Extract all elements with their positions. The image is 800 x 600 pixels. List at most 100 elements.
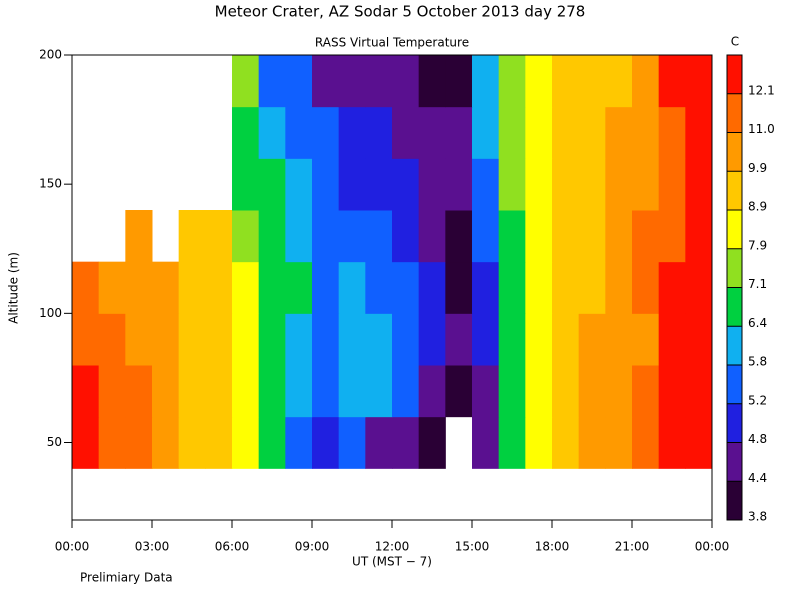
cell — [312, 313, 340, 366]
cell — [258, 261, 286, 314]
cell — [605, 416, 633, 469]
cell — [258, 416, 286, 469]
cell — [178, 365, 206, 418]
cell — [285, 416, 313, 469]
cell — [552, 416, 580, 469]
cell — [365, 55, 393, 108]
cell — [578, 313, 606, 366]
cell — [312, 210, 340, 263]
cell — [658, 210, 686, 263]
colorbar-label: C — [731, 35, 739, 49]
cell — [605, 365, 633, 418]
cell — [472, 210, 500, 263]
cell — [338, 210, 366, 263]
cell — [658, 365, 686, 418]
cell — [338, 416, 366, 469]
cell — [285, 313, 313, 366]
cell — [525, 106, 553, 159]
plot-cells — [72, 55, 713, 469]
y-tick-label: 150 — [39, 177, 62, 191]
note: Prelimiary Data — [80, 571, 173, 585]
cell — [498, 106, 526, 159]
cell — [392, 55, 420, 108]
cell — [72, 416, 100, 469]
colorbar-tick-label: 7.9 — [748, 238, 767, 252]
cell — [605, 261, 633, 314]
cell — [525, 210, 553, 263]
colorbar-band — [727, 403, 742, 443]
cell — [98, 313, 126, 366]
cell — [552, 106, 580, 159]
cell — [525, 158, 553, 211]
cell — [578, 106, 606, 159]
cell — [605, 106, 633, 159]
colorbar-tick-label: 3.8 — [748, 510, 767, 524]
cell — [685, 365, 713, 418]
cell — [285, 106, 313, 159]
colorbar-band — [727, 132, 742, 172]
cell — [418, 313, 446, 366]
cell — [525, 261, 553, 314]
cell — [312, 261, 340, 314]
cell — [232, 313, 260, 366]
cell — [312, 158, 340, 211]
cell — [605, 158, 633, 211]
cell — [658, 158, 686, 211]
cell — [498, 210, 526, 263]
cell — [418, 210, 446, 263]
cell — [232, 55, 260, 108]
x-tick-label: 15:00 — [455, 540, 490, 554]
cell — [525, 416, 553, 469]
cell — [578, 55, 606, 108]
cell — [445, 55, 473, 108]
cell — [232, 416, 260, 469]
cell — [232, 210, 260, 263]
cell — [632, 313, 660, 366]
cell — [365, 106, 393, 159]
cell — [232, 261, 260, 314]
colorbar-band — [727, 481, 742, 520]
cell — [632, 365, 660, 418]
cell — [605, 210, 633, 263]
cell — [418, 261, 446, 314]
cell — [685, 106, 713, 159]
cell — [658, 261, 686, 314]
cell — [445, 106, 473, 159]
cell — [98, 416, 126, 469]
colorbar-tick-label: 11.0 — [748, 122, 775, 136]
cell — [338, 261, 366, 314]
cell — [418, 158, 446, 211]
cell — [285, 261, 313, 314]
x-tick-label: 09:00 — [295, 540, 330, 554]
cell — [125, 416, 153, 469]
cell — [312, 106, 340, 159]
cell — [285, 210, 313, 263]
cell — [605, 313, 633, 366]
cell — [258, 313, 286, 366]
cell — [312, 416, 340, 469]
cell — [285, 55, 313, 108]
cell — [605, 55, 633, 108]
cell — [472, 106, 500, 159]
cell — [365, 365, 393, 418]
cell — [552, 313, 580, 366]
cell — [338, 365, 366, 418]
cell — [232, 106, 260, 159]
cell — [178, 210, 206, 263]
cell — [498, 365, 526, 418]
colorbar-tick-label: 4.4 — [748, 471, 767, 485]
cell — [632, 158, 660, 211]
x-tick-label: 21:00 — [615, 540, 650, 554]
cell — [632, 261, 660, 314]
y-tick-label: 200 — [39, 48, 62, 62]
chart-subtitle: RASS Virtual Temperature — [315, 36, 469, 50]
colorbar-tick-label: 9.9 — [748, 161, 767, 175]
cell — [365, 313, 393, 366]
cell — [312, 55, 340, 108]
cell — [418, 55, 446, 108]
colorbar-tick-label: 5.8 — [748, 355, 767, 369]
cell — [152, 416, 180, 469]
cell — [685, 55, 713, 108]
colorbar-band — [727, 210, 742, 249]
